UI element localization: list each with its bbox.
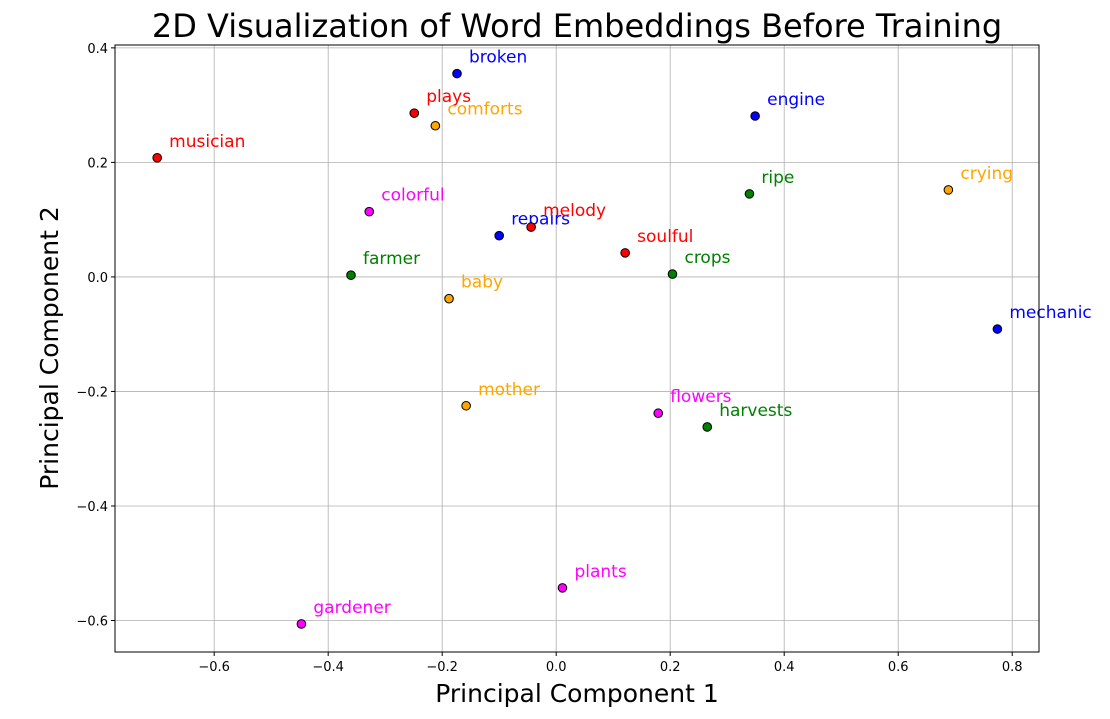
x-tick-label: 0.0 (546, 660, 567, 675)
point-label-harvests: harvests (719, 401, 792, 421)
y-tick-label: −0.6 (76, 615, 108, 630)
point-repairs (494, 230, 504, 241)
point-plants (557, 583, 568, 593)
point-broken (452, 68, 462, 79)
point-mother (461, 400, 471, 411)
point-label-repairs: repairs (511, 210, 570, 230)
y-tick-label: 0.4 (87, 42, 108, 57)
point-melody (526, 222, 536, 232)
point-comforts (430, 120, 441, 131)
point-engine (750, 111, 760, 121)
point-harvests (702, 422, 713, 432)
plot-frame (114, 44, 1040, 653)
point-label-plants: plants (574, 562, 626, 582)
point-farmer (346, 270, 356, 281)
point-crops (667, 269, 678, 279)
x-axis-label: Principal Component 1 (435, 679, 718, 708)
point-label-soulful: soulful (637, 227, 693, 247)
point-label-gardener: gardener (313, 598, 390, 618)
x-tick-label: −0.4 (312, 660, 344, 675)
x-tick-label: 0.8 (1002, 660, 1023, 675)
point-label-melody: melody (543, 201, 606, 221)
y-tick-label: −0.2 (76, 385, 108, 400)
point-flowers (653, 408, 664, 419)
point-label-baby: baby (461, 273, 503, 293)
y-tick-label: 0.2 (87, 156, 108, 171)
chart-title: 2D Visualization of Word Embeddings Befo… (152, 7, 1002, 45)
x-tick-label: 0.6 (888, 660, 909, 675)
point-gardener (296, 619, 307, 629)
point-musician (152, 153, 162, 163)
point-ripe (744, 189, 755, 199)
point-label-mother: mother (478, 380, 540, 400)
point-label-engine: engine (767, 90, 825, 110)
point-label-mechanic: mechanic (1009, 303, 1091, 323)
point-label-flowers: flowers (670, 387, 731, 407)
point-colorful (364, 206, 375, 217)
x-tick-label: −0.6 (198, 660, 230, 675)
point-soulful (620, 248, 630, 258)
grid (115, 45, 1039, 652)
point-crying (943, 185, 954, 195)
y-axis-label: Principal Component 2 (35, 206, 64, 489)
y-tick-label: 0.0 (87, 271, 108, 286)
ticks: −0.6 −0.4 −0.2 0.0 0.2 0.4 0.6 0.8 0.4 0.2 0.0 −0.2… (76, 42, 1022, 675)
point-mechanic (992, 324, 1003, 334)
point-label-ripe: ripe (761, 168, 794, 188)
point-label-farmer: farmer (363, 249, 420, 269)
point-label-colorful: colorful (381, 186, 444, 206)
point-label-broken: broken (469, 48, 527, 68)
point-label-musician: musician (169, 132, 245, 152)
point-baby (444, 293, 454, 304)
point-label-comforts: comforts (447, 100, 522, 120)
point-label-plays: plays (426, 87, 471, 107)
point-plays (409, 108, 420, 118)
x-tick-label: 0.4 (774, 660, 795, 675)
x-tick-label: −0.2 (426, 660, 458, 675)
x-tick-label: 0.2 (660, 660, 681, 675)
point-label-crops: crops (684, 248, 730, 268)
y-tick-label: −0.4 (76, 500, 108, 515)
point-label-crying: crying (960, 164, 1013, 184)
